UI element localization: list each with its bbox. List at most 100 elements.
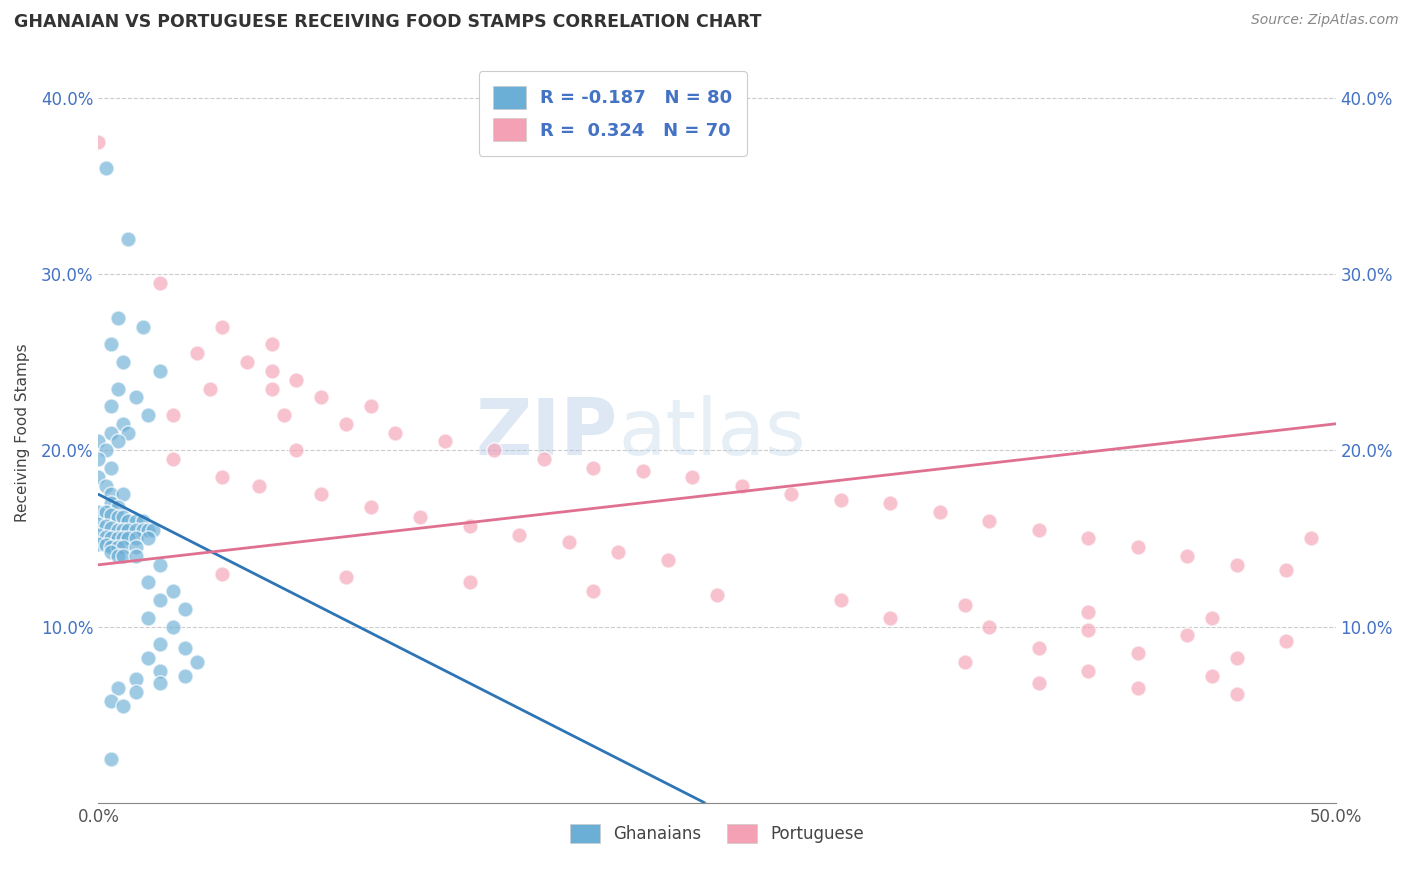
Point (458, 519, 481, 533)
Point (928, 505, 950, 519)
Point (1275, 633, 1298, 648)
Point (1226, 651, 1249, 665)
Point (979, 514, 1001, 528)
Point (186, 346, 208, 360)
Point (198, 382, 221, 396)
Point (631, 464, 654, 478)
Point (174, 640, 197, 655)
Point (112, 510, 135, 524)
Point (136, 610, 159, 624)
Point (508, 528, 530, 542)
Point (211, 469, 233, 483)
Point (100, 461, 122, 475)
Point (107, 510, 129, 524)
Point (107, 540, 129, 554)
Point (112, 487, 135, 501)
Point (112, 540, 135, 554)
Point (112, 532, 135, 546)
Point (557, 535, 579, 549)
Point (136, 532, 159, 546)
Point (1226, 686, 1249, 700)
Point (174, 669, 197, 683)
Point (830, 593, 852, 607)
Point (953, 655, 976, 669)
Point (94, 519, 117, 533)
Point (162, 619, 184, 633)
Point (309, 390, 332, 404)
Point (100, 540, 122, 554)
Point (1077, 606, 1099, 620)
Point (273, 408, 295, 422)
Point (136, 408, 159, 422)
Point (1175, 628, 1198, 642)
Point (117, 514, 139, 528)
Point (149, 664, 172, 678)
Point (124, 540, 146, 554)
Point (87, 536, 110, 550)
Point (162, 408, 184, 422)
Point (107, 311, 129, 326)
Point (94, 505, 117, 519)
Point (285, 443, 308, 458)
Point (1028, 676, 1050, 690)
Point (100, 521, 122, 535)
Point (285, 373, 308, 387)
Point (124, 685, 146, 699)
Point (149, 558, 172, 572)
Point (174, 602, 197, 616)
Point (607, 545, 630, 559)
Point (100, 693, 122, 707)
Point (94, 538, 117, 552)
Point (124, 549, 146, 563)
Point (1299, 532, 1322, 546)
Point (117, 532, 139, 546)
Point (100, 532, 122, 546)
Point (117, 425, 139, 440)
Point (236, 355, 259, 369)
Point (124, 532, 146, 546)
Legend: Ghanaians, Portuguese: Ghanaians, Portuguese (564, 817, 870, 850)
Point (1077, 532, 1099, 546)
Point (142, 523, 165, 537)
Point (107, 434, 129, 449)
Point (979, 619, 1001, 633)
Point (117, 523, 139, 537)
Point (780, 487, 803, 501)
Point (124, 673, 146, 687)
Point (582, 461, 605, 475)
Point (132, 514, 155, 528)
Point (384, 425, 406, 440)
Point (100, 545, 122, 559)
Point (124, 523, 146, 537)
Text: Source: ZipAtlas.com: Source: ZipAtlas.com (1251, 13, 1399, 28)
Point (100, 425, 122, 440)
Point (100, 508, 122, 523)
Point (335, 570, 357, 584)
Text: atlas: atlas (619, 394, 806, 471)
Point (107, 532, 129, 546)
Point (107, 382, 129, 396)
Point (1077, 623, 1099, 637)
Point (211, 319, 233, 334)
Point (458, 575, 481, 590)
Point (706, 588, 728, 602)
Point (124, 514, 146, 528)
Point (582, 584, 605, 599)
Point (309, 487, 332, 501)
Point (879, 610, 901, 624)
Point (657, 552, 679, 566)
Point (260, 337, 283, 351)
Point (1077, 664, 1099, 678)
Point (1226, 558, 1249, 572)
Point (1028, 640, 1050, 655)
Point (87, 517, 110, 532)
Point (112, 355, 135, 369)
Point (953, 599, 976, 613)
Point (112, 698, 135, 713)
Point (87, 505, 110, 519)
Point (100, 399, 122, 413)
Point (335, 417, 357, 431)
Point (94, 478, 117, 492)
Point (149, 276, 172, 290)
Point (136, 575, 159, 590)
